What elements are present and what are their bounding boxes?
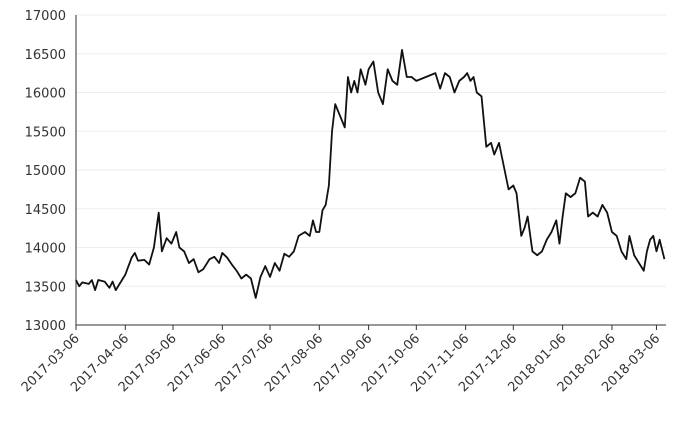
y-tick-label: 15500 xyxy=(25,125,66,140)
y-tick-label: 13000 xyxy=(25,319,66,334)
y-tick-label: 17000 xyxy=(25,9,66,24)
y-tick-label: 16500 xyxy=(25,48,66,63)
y-tick-label: 15000 xyxy=(25,164,66,179)
y-tick-label: 16000 xyxy=(25,87,66,102)
data-line xyxy=(75,48,666,299)
y-tick-label: 13500 xyxy=(25,280,66,295)
y-tick-label: 14000 xyxy=(25,242,66,257)
y-tick-label: 14500 xyxy=(25,203,66,218)
